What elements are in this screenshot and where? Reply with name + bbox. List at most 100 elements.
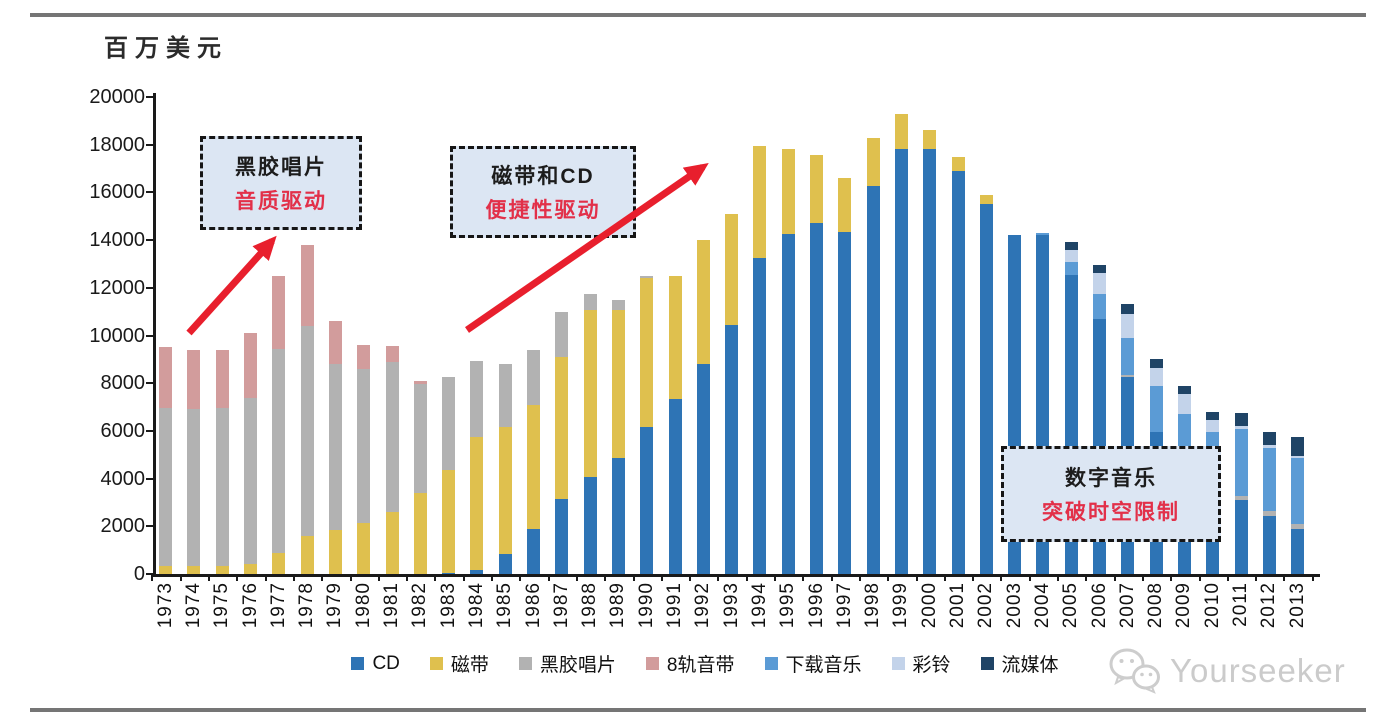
x-axis-label-2007: 2007: [1116, 582, 1138, 629]
x-axis-tick: [774, 574, 777, 581]
bar-segment-CD-1999: [894, 149, 908, 574]
x-axis-label-2011: 2011: [1230, 582, 1251, 627]
bar-segment-彩铃-2006: [1093, 273, 1106, 294]
x-axis-tick: [179, 574, 182, 581]
bar-segment-下载音乐-2012: [1262, 447, 1276, 511]
bar-segment-CD-1984: [470, 570, 484, 574]
callout-tape-cd-title: 磁带和CD: [491, 165, 595, 188]
bar-segment-磁带-1988: [583, 310, 597, 478]
bar-segment-磁带-1984: [470, 436, 484, 571]
y-axis-tick-label: 10000: [89, 324, 145, 347]
bar-segment-黑胶唱片-1990: [640, 275, 654, 279]
bar-segment-CD-2002: [979, 204, 993, 574]
x-axis-tick: [660, 574, 663, 581]
x-axis-tick: [434, 574, 437, 581]
bar-segment-CD-1996: [810, 223, 823, 574]
x-axis-tick: [377, 574, 380, 581]
bar-segment-8轨音带-1973: [159, 347, 173, 409]
bar-segment-磁带-1995: [781, 149, 795, 235]
x-axis-tick: [1113, 574, 1116, 581]
x-axis-label-2013: 2013: [1286, 582, 1308, 629]
x-axis-label-1996: 1996: [805, 582, 827, 629]
bar-segment-流媒体-2012: [1262, 432, 1276, 446]
x-axis-tick: [292, 574, 295, 581]
bar-segment-黑胶唱片-1989: [611, 299, 625, 311]
bar-segment-黑胶唱片-1981: [385, 361, 399, 512]
x-axis-tick: [1311, 574, 1314, 581]
bar-segment-黑胶唱片-1980: [357, 368, 371, 523]
x-axis-tick: [689, 574, 692, 581]
bottom-divider: [30, 708, 1366, 712]
x-axis-label-1991: 1991: [664, 582, 685, 629]
callout-vinyl: 黑胶唱片 音质驱动: [200, 136, 362, 230]
x-axis-tick: [1198, 574, 1201, 581]
x-axis-label-2005: 2005: [1060, 582, 1082, 629]
bar-segment-CD-1983: [442, 572, 456, 574]
x-axis-tick: [208, 574, 211, 581]
bar-segment-下载音乐-2007: [1121, 337, 1135, 375]
bar-segment-磁带-1993: [725, 213, 739, 325]
bar-segment-8轨音带-1980: [357, 345, 371, 369]
bar-segment-磁带-1990: [640, 278, 654, 428]
legend-swatch-流媒体: [980, 657, 994, 670]
watermark-text: Yourseeker: [1170, 652, 1346, 689]
x-axis-label-1992: 1992: [692, 582, 714, 629]
legend-item-流媒体: 流媒体: [980, 650, 1059, 677]
bar-segment-8轨音带-1981: [385, 346, 399, 362]
y-axis-unit-label: 百万美元: [104, 35, 228, 62]
legend-swatch-下载音乐: [764, 657, 778, 670]
x-axis-tick: [1057, 574, 1060, 581]
x-axis-label-2009: 2009: [1173, 582, 1195, 629]
x-axis-label-1998: 1998: [862, 582, 884, 629]
bar-segment-磁带-1981: [385, 511, 399, 574]
bar-segment-CD-2001: [951, 170, 965, 574]
bar-segment-黑胶唱片-1978: [300, 325, 314, 536]
bar-segment-黑胶唱片-1979: [328, 364, 342, 530]
bar-segment-流媒体-2009: [1177, 385, 1191, 394]
bar-segment-8轨音带-1977: [272, 275, 286, 349]
bar-segment-磁带-1989: [611, 310, 625, 459]
x-axis-label-1988: 1988: [579, 582, 601, 629]
x-axis-label-2010: 2010: [1201, 582, 1223, 629]
bar-segment-黑胶唱片-1976: [244, 397, 257, 565]
legend-swatch-黑胶唱片: [518, 657, 532, 670]
trend-arrow-left: [186, 235, 277, 336]
bar-segment-磁带-1974: [187, 565, 201, 574]
x-axis-tick: [717, 574, 720, 581]
x-axis-tick: [547, 574, 550, 581]
bar-segment-磁带-1978: [300, 535, 314, 574]
legend-item-CD: CD: [351, 653, 400, 675]
bar-segment-彩铃-2009: [1177, 393, 1191, 415]
x-axis-tick: [858, 574, 861, 581]
legend-swatch-磁带: [429, 657, 443, 670]
bar-segment-黑胶唱片-1975: [215, 408, 229, 566]
bar-segment-CD-1998: [866, 186, 880, 574]
bar-segment-CD-1985: [498, 553, 512, 574]
x-axis-tick: [1085, 574, 1088, 581]
x-axis-label-2002: 2002: [975, 582, 997, 629]
callout-digital-subtitle: 突破时空限制: [1042, 501, 1180, 524]
bar-segment-CD-1992: [696, 364, 710, 574]
y-axis-tick: [146, 334, 155, 337]
y-axis-tick: [146, 143, 155, 146]
x-axis-tick: [462, 574, 465, 581]
y-axis-tick: [146, 429, 155, 432]
bar-segment-CD-2000: [923, 149, 937, 574]
legend-swatch-8轨音带: [645, 657, 659, 670]
x-axis-tick: [321, 574, 324, 581]
bar-segment-黑胶唱片-1986: [527, 349, 540, 405]
bar-segment-黑胶唱片-1987: [555, 311, 569, 357]
x-axis-tick: [1000, 574, 1003, 581]
bar-segment-CD-1997: [838, 231, 852, 574]
bar-segment-彩铃-2011: [1234, 426, 1248, 429]
bar-segment-磁带-1976: [244, 564, 257, 574]
legend: CD 磁带 黑胶唱片 8轨音带 下载音乐 彩铃 流媒体: [40, 650, 1370, 677]
x-axis-tick: [236, 574, 239, 581]
bar-segment-流媒体-2008: [1149, 359, 1163, 368]
bar-segment-下载音乐-2013: [1291, 458, 1305, 524]
bar-segment-下载音乐-2006: [1093, 293, 1106, 319]
bar-segment-磁带-2000: [923, 130, 937, 150]
wechat-icon: [1109, 648, 1160, 694]
legend-label-下载音乐: 下载音乐: [785, 655, 862, 676]
x-axis-tick: [943, 574, 946, 581]
